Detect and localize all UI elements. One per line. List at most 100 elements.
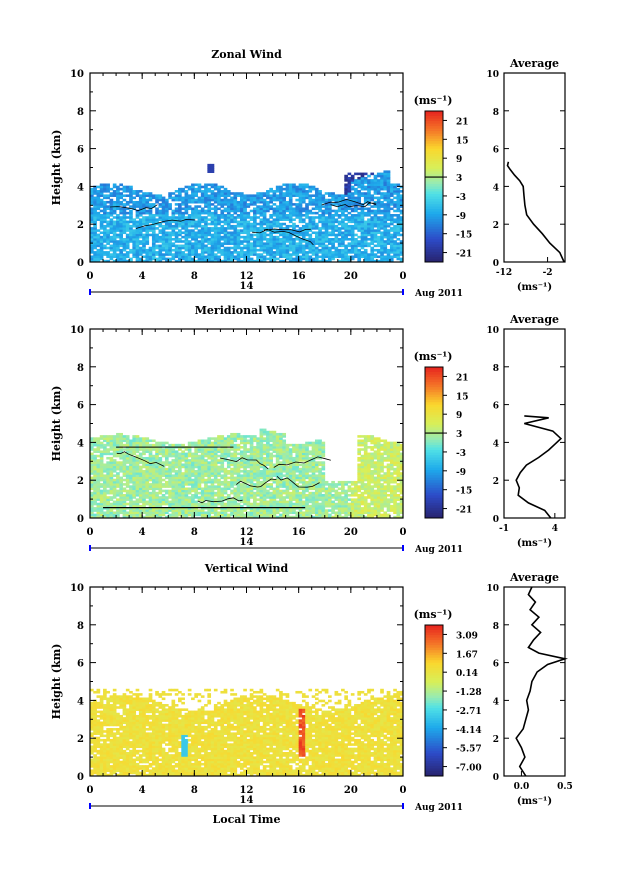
heatmap-cell: [292, 242, 296, 245]
heatmap-cell: [155, 211, 159, 215]
heatmap-cell: [239, 207, 244, 211]
heatmap-cell: [324, 233, 329, 237]
heatmap-cell: [285, 255, 290, 259]
heatmap-cell: [344, 194, 348, 197]
heatmap-cell: [223, 441, 228, 445]
heatmap-cell: [142, 507, 146, 510]
heatmap-cell: [103, 209, 107, 213]
heatmap-cell: [194, 200, 198, 204]
heatmap-cell: [181, 253, 185, 256]
heatmap-cell: [243, 200, 247, 204]
heatmap-cell: [266, 238, 270, 241]
heatmap-cell: [122, 483, 127, 486]
heatmap-cell: [314, 251, 319, 254]
heatmap-cell: [246, 231, 251, 235]
heatmap-cell: [311, 216, 316, 219]
heatmap-cell: [151, 216, 156, 219]
heatmap-cell: [210, 485, 215, 488]
heatmap-cell: [226, 190, 231, 193]
heatmap-cell: [354, 192, 358, 195]
heatmap-cell: [194, 509, 198, 512]
heatmap-cell: [399, 259, 404, 263]
heatmap-cell: [106, 242, 110, 245]
heatmap-cell: [337, 253, 342, 256]
heatmap-cell: [350, 218, 355, 221]
heatmap-cell: [305, 194, 309, 197]
heatmap-cell: [275, 253, 280, 256]
heatmap-cell: [184, 211, 189, 215]
heatmap-cell: [259, 220, 264, 224]
heatmap-cell: [386, 216, 391, 219]
heatmap-cell: [210, 198, 215, 202]
heatmap-cell: [360, 174, 365, 178]
heatmap-cell: [135, 456, 140, 460]
heatmap-cell: [119, 227, 124, 230]
heatmap-cell: [347, 259, 352, 263]
heatmap-cell: [318, 198, 322, 202]
heatmap-cell: [220, 480, 225, 484]
heatmap-cell: [246, 235, 251, 239]
heatmap-cell: [393, 248, 397, 252]
heatmap-cell: [210, 248, 215, 252]
heatmap-cell: [90, 220, 94, 224]
heatmap-cell: [233, 515, 238, 519]
heatmap-cell: [279, 224, 283, 228]
heatmap-cell: [210, 480, 215, 484]
heatmap-cell: [145, 500, 150, 504]
heatmap-cell: [266, 218, 270, 221]
heatmap-cell: [344, 253, 348, 256]
heatmap-cell: [145, 229, 150, 232]
heatmap-cell: [96, 502, 101, 506]
heatmap-cell: [148, 452, 153, 456]
heatmap-cell: [344, 235, 348, 239]
heatmap-cell: [178, 483, 182, 486]
heatmap-cell: [125, 494, 130, 497]
heatmap-cell: [125, 489, 130, 493]
heatmap-cell: [174, 454, 179, 458]
heatmap-cell: [109, 472, 114, 475]
heatmap-cell: [223, 233, 228, 237]
heatmap-cell: [386, 203, 391, 206]
heatmap-cell: [138, 240, 143, 243]
heatmap-cell: [236, 238, 241, 241]
heatmap-cell: [262, 231, 267, 235]
heatmap-cell: [119, 467, 124, 471]
heatmap-cell: [200, 450, 205, 453]
heatmap-cell: [246, 244, 251, 248]
heatmap-cell: [181, 211, 185, 215]
heatmap-cell: [164, 448, 169, 451]
heatmap-cell: [93, 257, 97, 261]
heatmap-cell: [99, 515, 104, 519]
heatmap-cell: [171, 214, 176, 217]
heatmap-cell: [106, 216, 110, 219]
heatmap-cell: [164, 244, 169, 248]
heatmap-cell: [168, 244, 172, 248]
heatmap-cell: [350, 246, 355, 250]
heatmap-cell: [158, 470, 163, 473]
heatmap-cell: [187, 487, 192, 491]
heatmap-cell: [90, 515, 94, 519]
heatmap-cell: [90, 242, 94, 245]
heatmap-cell: [295, 233, 300, 237]
heatmap-cell: [386, 207, 391, 211]
heatmap-cell: [344, 205, 348, 208]
heatmap-cell: [344, 231, 348, 235]
heatmap-cell: [125, 478, 130, 482]
heatmap-cell: [90, 196, 94, 200]
heatmap-cell: [223, 507, 228, 510]
heatmap-cell: [386, 194, 391, 197]
heatmap-cell: [168, 196, 172, 200]
heatmap-cell: [204, 452, 208, 456]
heatmap-cell: [142, 494, 146, 497]
heatmap-cell: [226, 452, 231, 456]
heatmap-cell: [148, 487, 153, 491]
heatmap-cell: [285, 248, 290, 252]
heatmap-cell: [99, 242, 104, 245]
heatmap-cell: [99, 203, 104, 206]
heatmap-cell: [321, 235, 326, 239]
heatmap-cell: [191, 224, 195, 228]
heatmap-cell: [389, 222, 394, 226]
colorbar-tick-label: 9: [456, 155, 462, 165]
heatmap-cell: [116, 207, 120, 211]
heatmap-cell: [298, 231, 303, 235]
